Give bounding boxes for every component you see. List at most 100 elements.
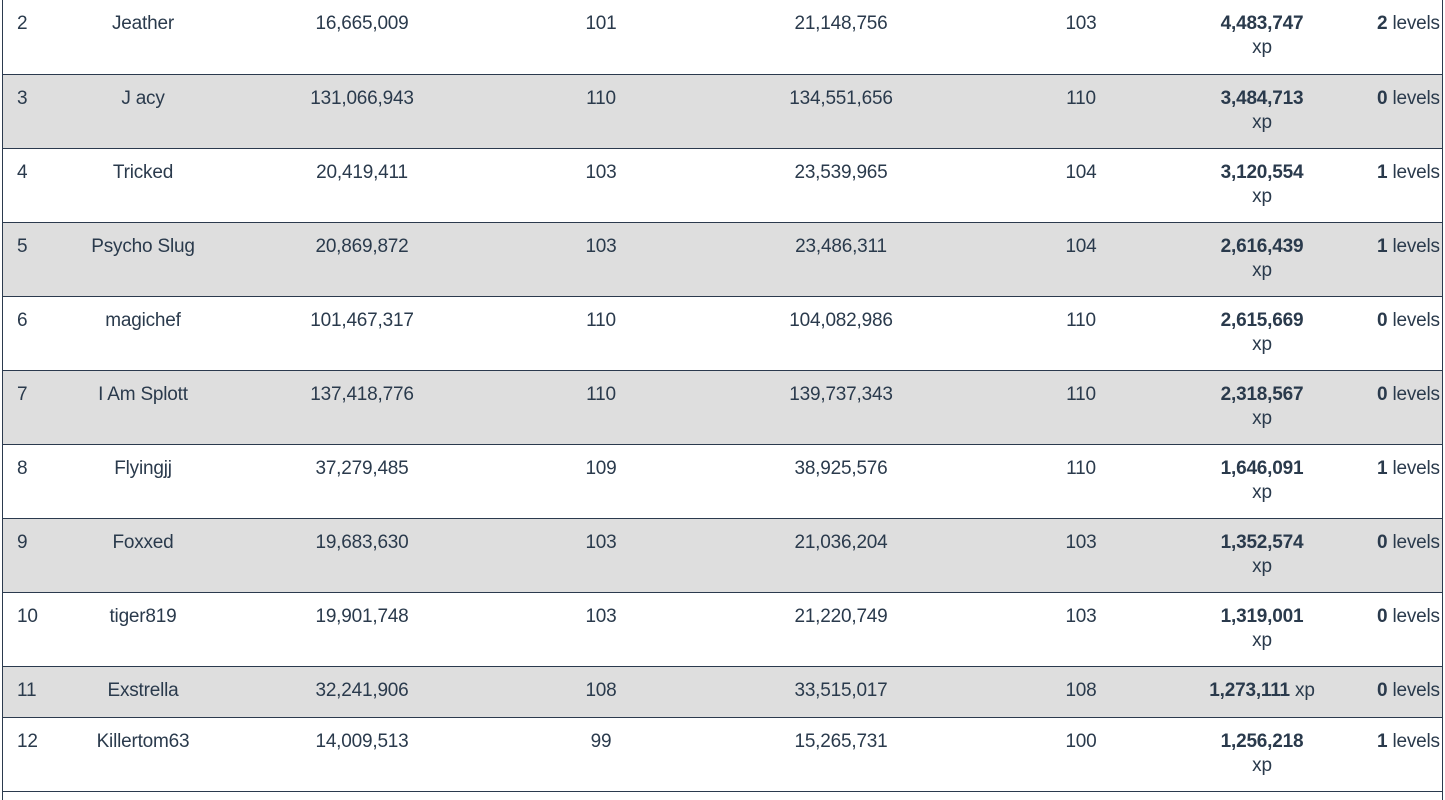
player-name-cell[interactable]: Exstrella <box>107 679 179 701</box>
levels-label: levels <box>1392 383 1440 405</box>
xp-gained-cell: 2,616,439 xp <box>1181 222 1343 296</box>
rank-cell: 4 <box>17 161 28 183</box>
xp-gained-cell: 1,256,218 xp <box>1181 717 1343 791</box>
levels-label: levels <box>1392 679 1440 701</box>
levels-gained-value: 1 <box>1377 161 1388 183</box>
start-level-cell: 101 <box>585 13 617 34</box>
xp-gained-cell: 3,120,554 xp <box>1181 148 1343 222</box>
start-xp-cell: 19,683,630 <box>315 531 409 553</box>
end-xp-cell: 23,486,311 <box>795 235 887 257</box>
end-xp-cell: 23,539,965 <box>794 161 888 183</box>
end-xp-cell: 15,265,731 <box>794 730 888 752</box>
xp-gained-value: 1,273,111 <box>1209 679 1290 701</box>
end-level-cell: 110 <box>1066 309 1096 331</box>
rank-cell: 9 <box>17 531 28 553</box>
start-level-cell: 110 <box>586 87 616 109</box>
player-name-cell[interactable]: I Am Splott <box>98 383 188 405</box>
xp-unit-label: xp <box>1295 679 1315 701</box>
xp-gained-value: 1,352,574 <box>1220 531 1304 553</box>
xp-gained-cell: 3,484,713 xp <box>1181 74 1343 148</box>
start-xp-cell: 37,279,485 <box>315 457 409 479</box>
table-row: 8 Flyingjj 37,279,485 109 38,925,576 110… <box>3 444 1442 518</box>
player-name-cell[interactable]: Foxxed <box>112 531 174 553</box>
start-level-cell: 110 <box>586 383 616 405</box>
table-row: 6 magichef 101,467,317 110 104,082,986 1… <box>3 296 1442 370</box>
start-xp-cell: 32,241,906 <box>315 679 409 701</box>
start-level-cell: 103 <box>585 235 617 257</box>
end-level-cell: 110 <box>1066 383 1096 405</box>
start-xp-cell: 137,418,776 <box>310 383 414 405</box>
player-name-cell[interactable]: Tricked <box>112 161 174 183</box>
player-name-cell[interactable]: tiger819 <box>109 605 177 627</box>
xp-gained-cell: 2,615,669 xp <box>1181 296 1343 370</box>
levels-gained-value: 0 <box>1377 383 1388 405</box>
start-level-cell: 108 <box>585 679 617 701</box>
levels-gained-cell: 0 levels <box>1343 666 1442 717</box>
end-level-cell: 103 <box>1065 13 1097 34</box>
xp-gained-cell: 1,319,001 xp <box>1181 592 1343 666</box>
levels-gained-value: 0 <box>1377 679 1388 701</box>
xp-gained-cell: 1,646,091 xp <box>1181 444 1343 518</box>
rank-cell: 6 <box>17 309 28 331</box>
rank-cell: 7 <box>17 383 28 405</box>
xp-unit-label: xp <box>1252 754 1272 776</box>
table-row: 9 Foxxed 19,683,630 103 21,036,204 103 1… <box>3 518 1442 592</box>
start-xp-cell: 20,869,872 <box>315 235 409 257</box>
levels-gained-cell: 0 levels <box>1343 370 1442 444</box>
start-xp-cell: 14,009,513 <box>315 730 409 752</box>
end-xp-cell: 139,737,343 <box>789 383 893 405</box>
levels-gained-value: 0 <box>1377 309 1388 331</box>
end-level-cell: 104 <box>1065 161 1097 183</box>
player-name-cell[interactable]: magichef <box>105 309 181 331</box>
player-name-cell[interactable]: Flyingjj <box>114 457 172 479</box>
levels-gained-value: 0 <box>1377 531 1388 553</box>
xp-gained-cell: 1,273,111 xp <box>1181 666 1343 717</box>
table-row: 4 Tricked 20,419,411 103 23,539,965 104 … <box>3 148 1442 222</box>
rank-cell: 12 <box>17 730 38 752</box>
xp-unit-label: xp <box>1252 407 1272 429</box>
levels-label: levels <box>1392 605 1440 627</box>
xp-unit-label: xp <box>1252 629 1272 651</box>
levels-label: levels <box>1392 730 1440 752</box>
levels-label: levels <box>1392 161 1440 183</box>
end-xp-cell: 21,220,749 <box>794 605 888 627</box>
levels-gained-cell: 0 levels <box>1343 592 1442 666</box>
player-name-cell[interactable]: Psycho Slug <box>91 235 195 257</box>
levels-gained-cell: 1 levels <box>1343 148 1442 222</box>
end-level-cell: 103 <box>1065 605 1097 627</box>
end-level-cell: 103 <box>1065 531 1097 553</box>
xp-gained-value: 2,616,439 <box>1220 235 1304 257</box>
player-name-cell[interactable]: Killertom63 <box>96 730 190 752</box>
levels-label: levels <box>1392 309 1440 331</box>
levels-gained-value: 0 <box>1377 605 1388 627</box>
end-level-cell: 104 <box>1065 235 1097 257</box>
end-xp-cell: 21,036,204 <box>794 531 888 553</box>
table-row: 3 J acy 131,066,943 110 134,551,656 110 … <box>3 74 1442 148</box>
player-name-cell[interactable]: Jeather <box>112 13 174 34</box>
player-name-cell[interactable]: J acy <box>121 87 165 109</box>
rank-cell: 10 <box>17 605 38 627</box>
start-level-cell: 103 <box>585 531 617 553</box>
levels-gained-cell: 2 levels <box>1343 0 1442 74</box>
levels-gained-cell: 1 levels <box>1343 444 1442 518</box>
xp-unit-label: xp <box>1252 259 1272 281</box>
end-level-cell: 100 <box>1065 730 1097 752</box>
rank-cell: 2 <box>17 13 28 34</box>
table-row: 10 tiger819 19,901,748 103 21,220,749 10… <box>3 592 1442 666</box>
levels-label: levels <box>1392 531 1440 553</box>
xp-unit-label: xp <box>1252 555 1272 577</box>
start-level-cell: 103 <box>585 161 617 183</box>
end-xp-cell: 33,515,017 <box>794 679 888 701</box>
xp-unit-label: xp <box>1252 185 1272 207</box>
end-xp-cell: 134,551,656 <box>789 87 893 109</box>
levels-gained-cell: 0 levels <box>1343 296 1442 370</box>
xp-gained-value: 2,615,669 <box>1220 309 1304 331</box>
levels-label: levels <box>1392 235 1440 257</box>
xp-gained-value: 4,483,747 <box>1220 13 1304 34</box>
levels-gained-value: 1 <box>1377 457 1388 479</box>
table-row: 11 Exstrella 32,241,906 108 33,515,017 1… <box>3 666 1442 717</box>
levels-gained-value: 1 <box>1377 730 1388 752</box>
rank-cell: 8 <box>17 457 28 479</box>
levels-gained-value: 2 <box>1377 13 1388 34</box>
